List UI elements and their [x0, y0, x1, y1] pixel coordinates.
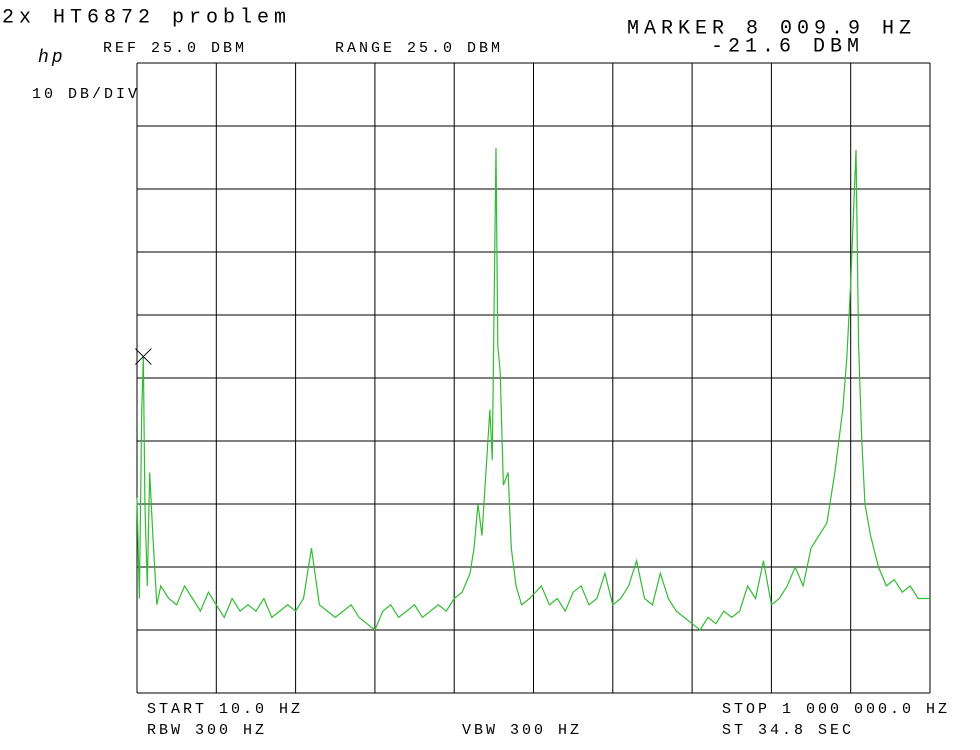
- scale-label: 10 DB/DIV: [32, 86, 140, 103]
- sweep-label: ST 34.8 SEC: [722, 722, 854, 739]
- start-label: START 10.0 HZ: [147, 701, 303, 718]
- trace: [136, 148, 930, 631]
- stop-label: STOP 1 000 000.0 HZ: [722, 701, 950, 718]
- vbw-label: VBW 300 HZ: [462, 722, 582, 739]
- ref-label: REF 25.0 DBM: [103, 40, 247, 57]
- logo: hp: [38, 48, 66, 68]
- marker-label: MARKER 8 009.9 HZ: [627, 17, 916, 40]
- rbw-label: RBW 300 HZ: [147, 722, 267, 739]
- chart-title: 2x HT6872 problem: [2, 6, 291, 29]
- marker: [134, 348, 152, 365]
- marker-value-label: -21.6 DBM: [711, 35, 864, 58]
- range-label: RANGE 25.0 DBM: [335, 40, 503, 57]
